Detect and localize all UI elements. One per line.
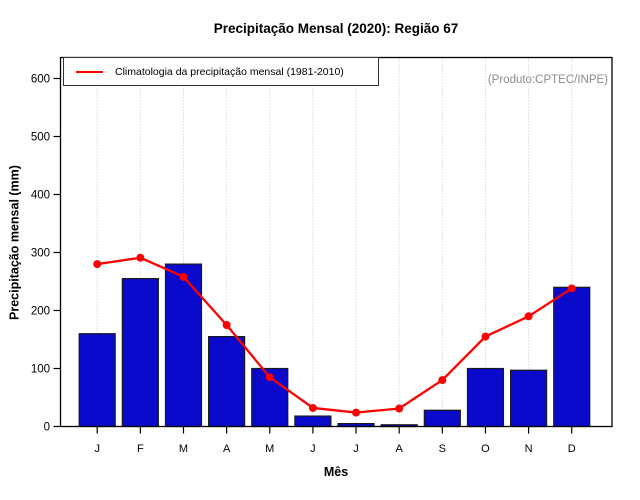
climatology-point bbox=[438, 376, 447, 385]
climatology-point bbox=[567, 284, 576, 293]
x-tick-label: M bbox=[265, 443, 274, 455]
product-credit: (Produto:CPTEC/INPE) bbox=[487, 74, 608, 86]
x-axis-title: Mês bbox=[323, 465, 349, 479]
climatology-point bbox=[179, 272, 188, 281]
x-tick-label: J bbox=[94, 443, 100, 455]
climatology-point bbox=[352, 408, 361, 417]
climatology-point bbox=[93, 260, 102, 269]
precip-bar bbox=[553, 286, 591, 428]
x-tick-label: J bbox=[353, 443, 359, 455]
y-tick-label: 600 bbox=[31, 74, 50, 86]
legend-box: Climatologia da precipitação mensal (198… bbox=[63, 57, 379, 86]
precip-bar bbox=[78, 333, 116, 428]
precip-bar bbox=[423, 409, 461, 428]
x-tick-label: M bbox=[179, 443, 188, 455]
precip-bar bbox=[121, 278, 159, 428]
precip-bar bbox=[164, 263, 203, 428]
page-title: Precipitação Mensal (2020): Região 67 bbox=[213, 21, 459, 36]
y-tick-label: 400 bbox=[31, 190, 50, 202]
x-tick-label: O bbox=[481, 443, 490, 455]
precip-bar bbox=[510, 369, 548, 428]
x-tick-label: D bbox=[568, 443, 576, 455]
y-tick-label: 200 bbox=[31, 306, 50, 318]
y-tick-label: 0 bbox=[44, 422, 50, 434]
climatology-line bbox=[97, 256, 573, 414]
precip-bar bbox=[466, 367, 505, 428]
climatology-point bbox=[524, 312, 533, 321]
climatology-point bbox=[222, 321, 231, 329]
x-tick-label: J bbox=[310, 443, 316, 455]
y-axis-title: Precipitação mensal (mm) bbox=[7, 165, 22, 320]
climatology-point bbox=[136, 253, 145, 262]
x-tick-label: N bbox=[525, 443, 533, 455]
climatology-point bbox=[265, 373, 274, 382]
precip-bar bbox=[294, 415, 332, 428]
climatology-point bbox=[395, 404, 404, 413]
x-tick-label: S bbox=[439, 443, 446, 455]
x-tick-label: A bbox=[396, 443, 404, 455]
legend-label: Climatologia da precipitação mensal (198… bbox=[115, 65, 344, 78]
y-tick-label: 500 bbox=[31, 132, 50, 144]
x-tick-label: A bbox=[223, 443, 231, 455]
y-tick-label: 300 bbox=[31, 248, 50, 260]
legend-line-icon bbox=[76, 70, 103, 73]
x-tick-label: F bbox=[137, 443, 144, 455]
climatology-point bbox=[308, 403, 317, 412]
precip-bar bbox=[208, 336, 246, 428]
climatology-point bbox=[481, 332, 490, 341]
y-tick-label: 100 bbox=[31, 364, 50, 376]
